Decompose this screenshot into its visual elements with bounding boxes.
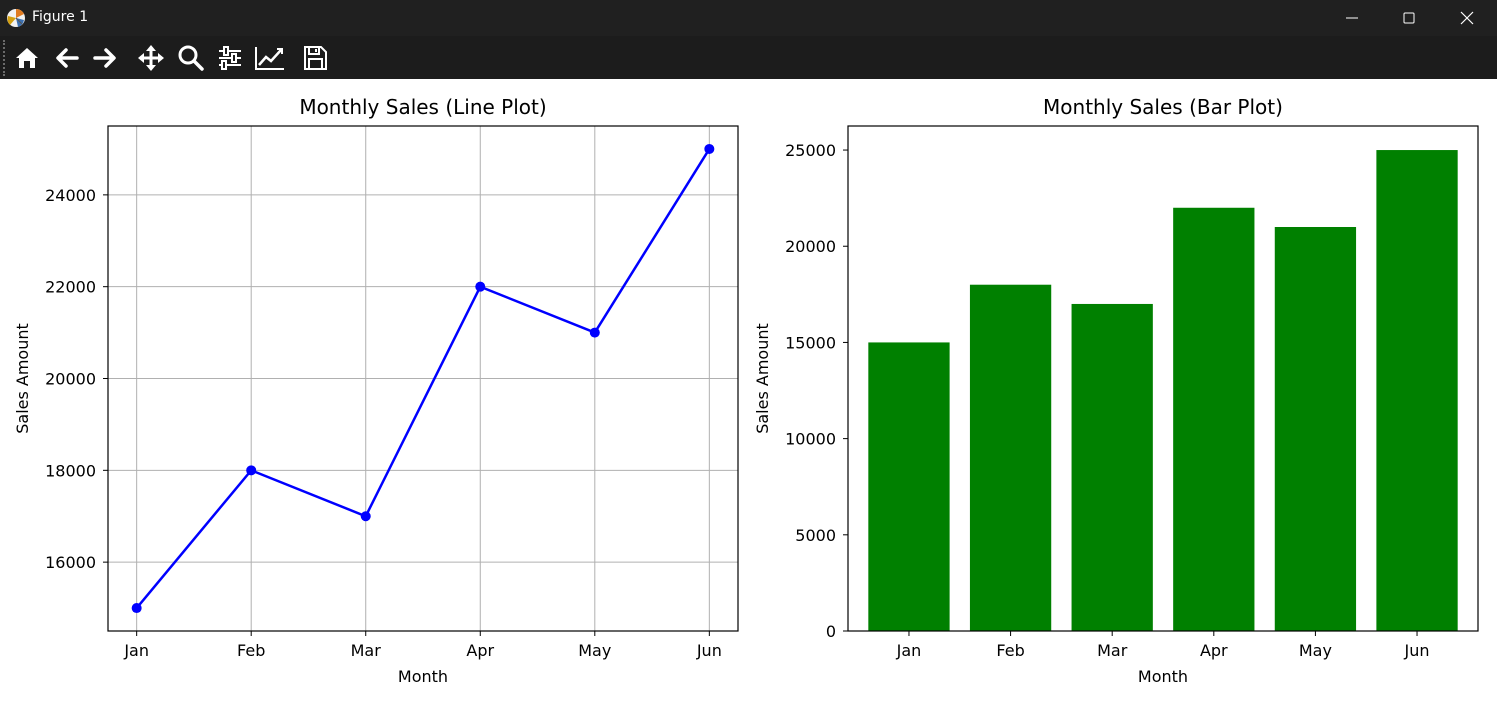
chart-title: Monthly Sales (Bar Plot) — [1043, 95, 1283, 119]
arrow-right-icon — [93, 48, 116, 68]
point-jun — [704, 143, 715, 154]
point-mar — [360, 511, 371, 522]
back-button[interactable] — [50, 41, 84, 75]
arrow-left-icon — [56, 48, 79, 68]
x-tick-label: Jan — [123, 641, 149, 660]
floppy-disk-icon — [304, 46, 327, 70]
x-tick-label: Feb — [996, 641, 1024, 660]
pan-button[interactable] — [134, 41, 168, 75]
point-may — [589, 327, 600, 338]
bar-may — [1274, 227, 1357, 631]
close-icon — [1460, 11, 1474, 25]
minimize-button[interactable] — [1323, 0, 1381, 36]
figure-svg: Jan Feb Mar Apr May Jun 16000 18000 20000 22000 24… — [13, 95, 1479, 686]
x-tick-label: May — [1299, 641, 1332, 660]
maximize-icon — [1403, 12, 1415, 24]
axes-frame — [847, 125, 1479, 632]
y-tick-label: 5000 — [795, 526, 836, 545]
y-axis-label: Sales Amount — [13, 323, 32, 434]
y-tick-label: 22000 — [45, 278, 96, 297]
bar-mar — [1071, 303, 1153, 631]
window-title: Figure 1 — [32, 9, 89, 25]
grid-lines — [108, 126, 738, 631]
y-tick-label: 24000 — [45, 186, 96, 205]
x-tick-label: Mar — [1097, 641, 1128, 660]
home-icon — [16, 48, 38, 68]
y-tick-label: 20000 — [785, 237, 836, 256]
home-button[interactable] — [10, 41, 44, 75]
close-button[interactable] — [1438, 0, 1496, 36]
chart-1: Jan Feb Mar Apr May Jun 16000 18000 20000 22000 24… — [13, 95, 739, 686]
navigation-toolbar — [0, 36, 1497, 79]
bar-jan — [868, 342, 950, 631]
y-tick-label: 0 — [826, 622, 836, 641]
move-icon — [138, 45, 164, 71]
magnifier-icon — [178, 45, 204, 71]
maximize-button[interactable] — [1380, 0, 1438, 36]
bar-jun — [1376, 150, 1458, 632]
subplots-button[interactable] — [213, 41, 247, 75]
minimize-icon — [1346, 17, 1358, 19]
zoom-button[interactable] — [174, 41, 208, 75]
x-tick-label: Apr — [466, 641, 494, 660]
bar-apr — [1173, 207, 1255, 631]
x-axis-label: Month — [398, 667, 448, 686]
x-tick-label: Jan — [896, 641, 922, 660]
chart-title: Monthly Sales (Line Plot) — [299, 95, 546, 119]
chart-2: Jan Feb Mar Apr May Jun 0 5000 10000 15000 20000 25… — [753, 95, 1479, 686]
sliders-icon — [219, 46, 241, 70]
point-jan — [131, 603, 142, 614]
y-tick-label: 25000 — [785, 141, 836, 160]
x-tick-label: Feb — [237, 641, 265, 660]
window-titlebar: Figure 1 — [0, 0, 1497, 36]
y-tick-label: 18000 — [45, 461, 96, 480]
y-tick-label: 15000 — [785, 333, 836, 352]
forward-button[interactable] — [88, 41, 122, 75]
bar-feb — [969, 284, 1052, 631]
save-button[interactable] — [298, 41, 332, 75]
x-tick-label: Jun — [1404, 641, 1430, 660]
x-tick-label: Jun — [696, 641, 722, 660]
x-tick-label: Apr — [1200, 641, 1228, 660]
y-tick-label: 16000 — [45, 553, 96, 572]
figure-canvas[interactable]: Jan Feb Mar Apr May Jun 16000 18000 20000 22000 24… — [0, 79, 1497, 697]
y-axis-label: Sales Amount — [753, 323, 772, 434]
point-feb — [246, 465, 257, 476]
point-apr — [475, 281, 486, 292]
x-tick-label: Mar — [351, 641, 382, 660]
y-tick-label: 10000 — [785, 430, 836, 449]
customize-button[interactable] — [251, 41, 285, 75]
sales-line — [135, 148, 711, 609]
matplotlib-logo-icon — [7, 9, 25, 27]
y-tick-label: 20000 — [45, 370, 96, 389]
line-chart-icon — [255, 47, 284, 70]
x-tick-label: May — [578, 641, 611, 660]
x-axis-label: Month — [1138, 667, 1188, 686]
toolbar-grip[interactable] — [3, 40, 5, 76]
